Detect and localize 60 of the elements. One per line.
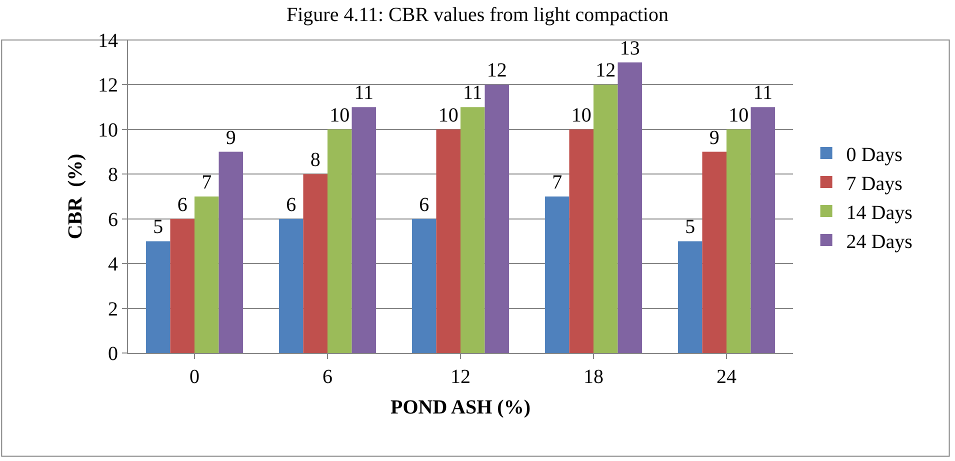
data-label: 10 xyxy=(330,104,350,126)
data-label: 12 xyxy=(596,60,616,82)
data-label: 10 xyxy=(571,104,592,126)
data-label: 6 xyxy=(177,194,188,216)
y-tick-label: 0 xyxy=(108,343,118,365)
y-tick-label: 12 xyxy=(98,74,118,97)
legend-label: 0 Days xyxy=(846,144,903,166)
bar xyxy=(170,218,194,353)
y-tick-label: 14 xyxy=(98,30,118,52)
y-tick-label: 8 xyxy=(108,164,118,186)
x-tick-label: 12 xyxy=(450,366,470,388)
data-label: 6 xyxy=(419,194,430,216)
bar xyxy=(678,241,702,353)
bar xyxy=(328,129,352,353)
bar xyxy=(702,152,726,353)
bar xyxy=(412,218,436,353)
bar xyxy=(594,84,618,353)
legend-label: 7 Days xyxy=(846,172,903,195)
data-label: 5 xyxy=(153,216,164,238)
bar xyxy=(484,84,510,353)
bar xyxy=(146,241,170,353)
data-label: 8 xyxy=(310,149,320,172)
data-label: 11 xyxy=(354,82,374,104)
data-label: 12 xyxy=(486,60,507,82)
data-label: 10 xyxy=(438,104,458,126)
data-label: 11 xyxy=(753,82,773,104)
y-tick-label: 10 xyxy=(98,119,118,142)
bar xyxy=(303,174,328,353)
data-label: 6 xyxy=(286,194,296,216)
x-tick-label: 0 xyxy=(190,366,200,388)
x-tick-label: 24 xyxy=(716,366,736,388)
bar xyxy=(436,129,460,353)
bar xyxy=(460,107,485,353)
data-label: 5 xyxy=(685,216,696,238)
bar xyxy=(569,129,594,353)
bar xyxy=(194,196,219,353)
y-tick-label: 4 xyxy=(108,254,118,276)
legend-label: 14 Days xyxy=(846,202,913,224)
data-label: 7 xyxy=(202,172,212,194)
x-tick-label: 6 xyxy=(322,366,332,388)
bar xyxy=(618,62,642,353)
x-axis-title: POND ASH (%) xyxy=(390,396,530,418)
chart-title: Figure 4.11: CBR values from light compaction xyxy=(286,4,668,26)
bar xyxy=(750,107,776,353)
y-axis-title: CBR (%) xyxy=(64,154,86,240)
y-tick-label: 6 xyxy=(108,208,118,231)
bar xyxy=(352,107,376,353)
data-label: 9 xyxy=(709,126,720,149)
bar xyxy=(726,129,751,353)
bar xyxy=(218,152,244,353)
x-tick-label: 18 xyxy=(584,366,604,388)
legend-label: 24 Days xyxy=(846,230,913,253)
data-label: 10 xyxy=(728,104,749,126)
data-label: 11 xyxy=(463,82,482,104)
data-label: 7 xyxy=(552,172,562,194)
data-label: 9 xyxy=(226,126,236,149)
y-tick-label: 2 xyxy=(108,298,118,320)
bar xyxy=(278,218,304,353)
data-label: 13 xyxy=(620,37,640,60)
bar xyxy=(544,196,570,353)
